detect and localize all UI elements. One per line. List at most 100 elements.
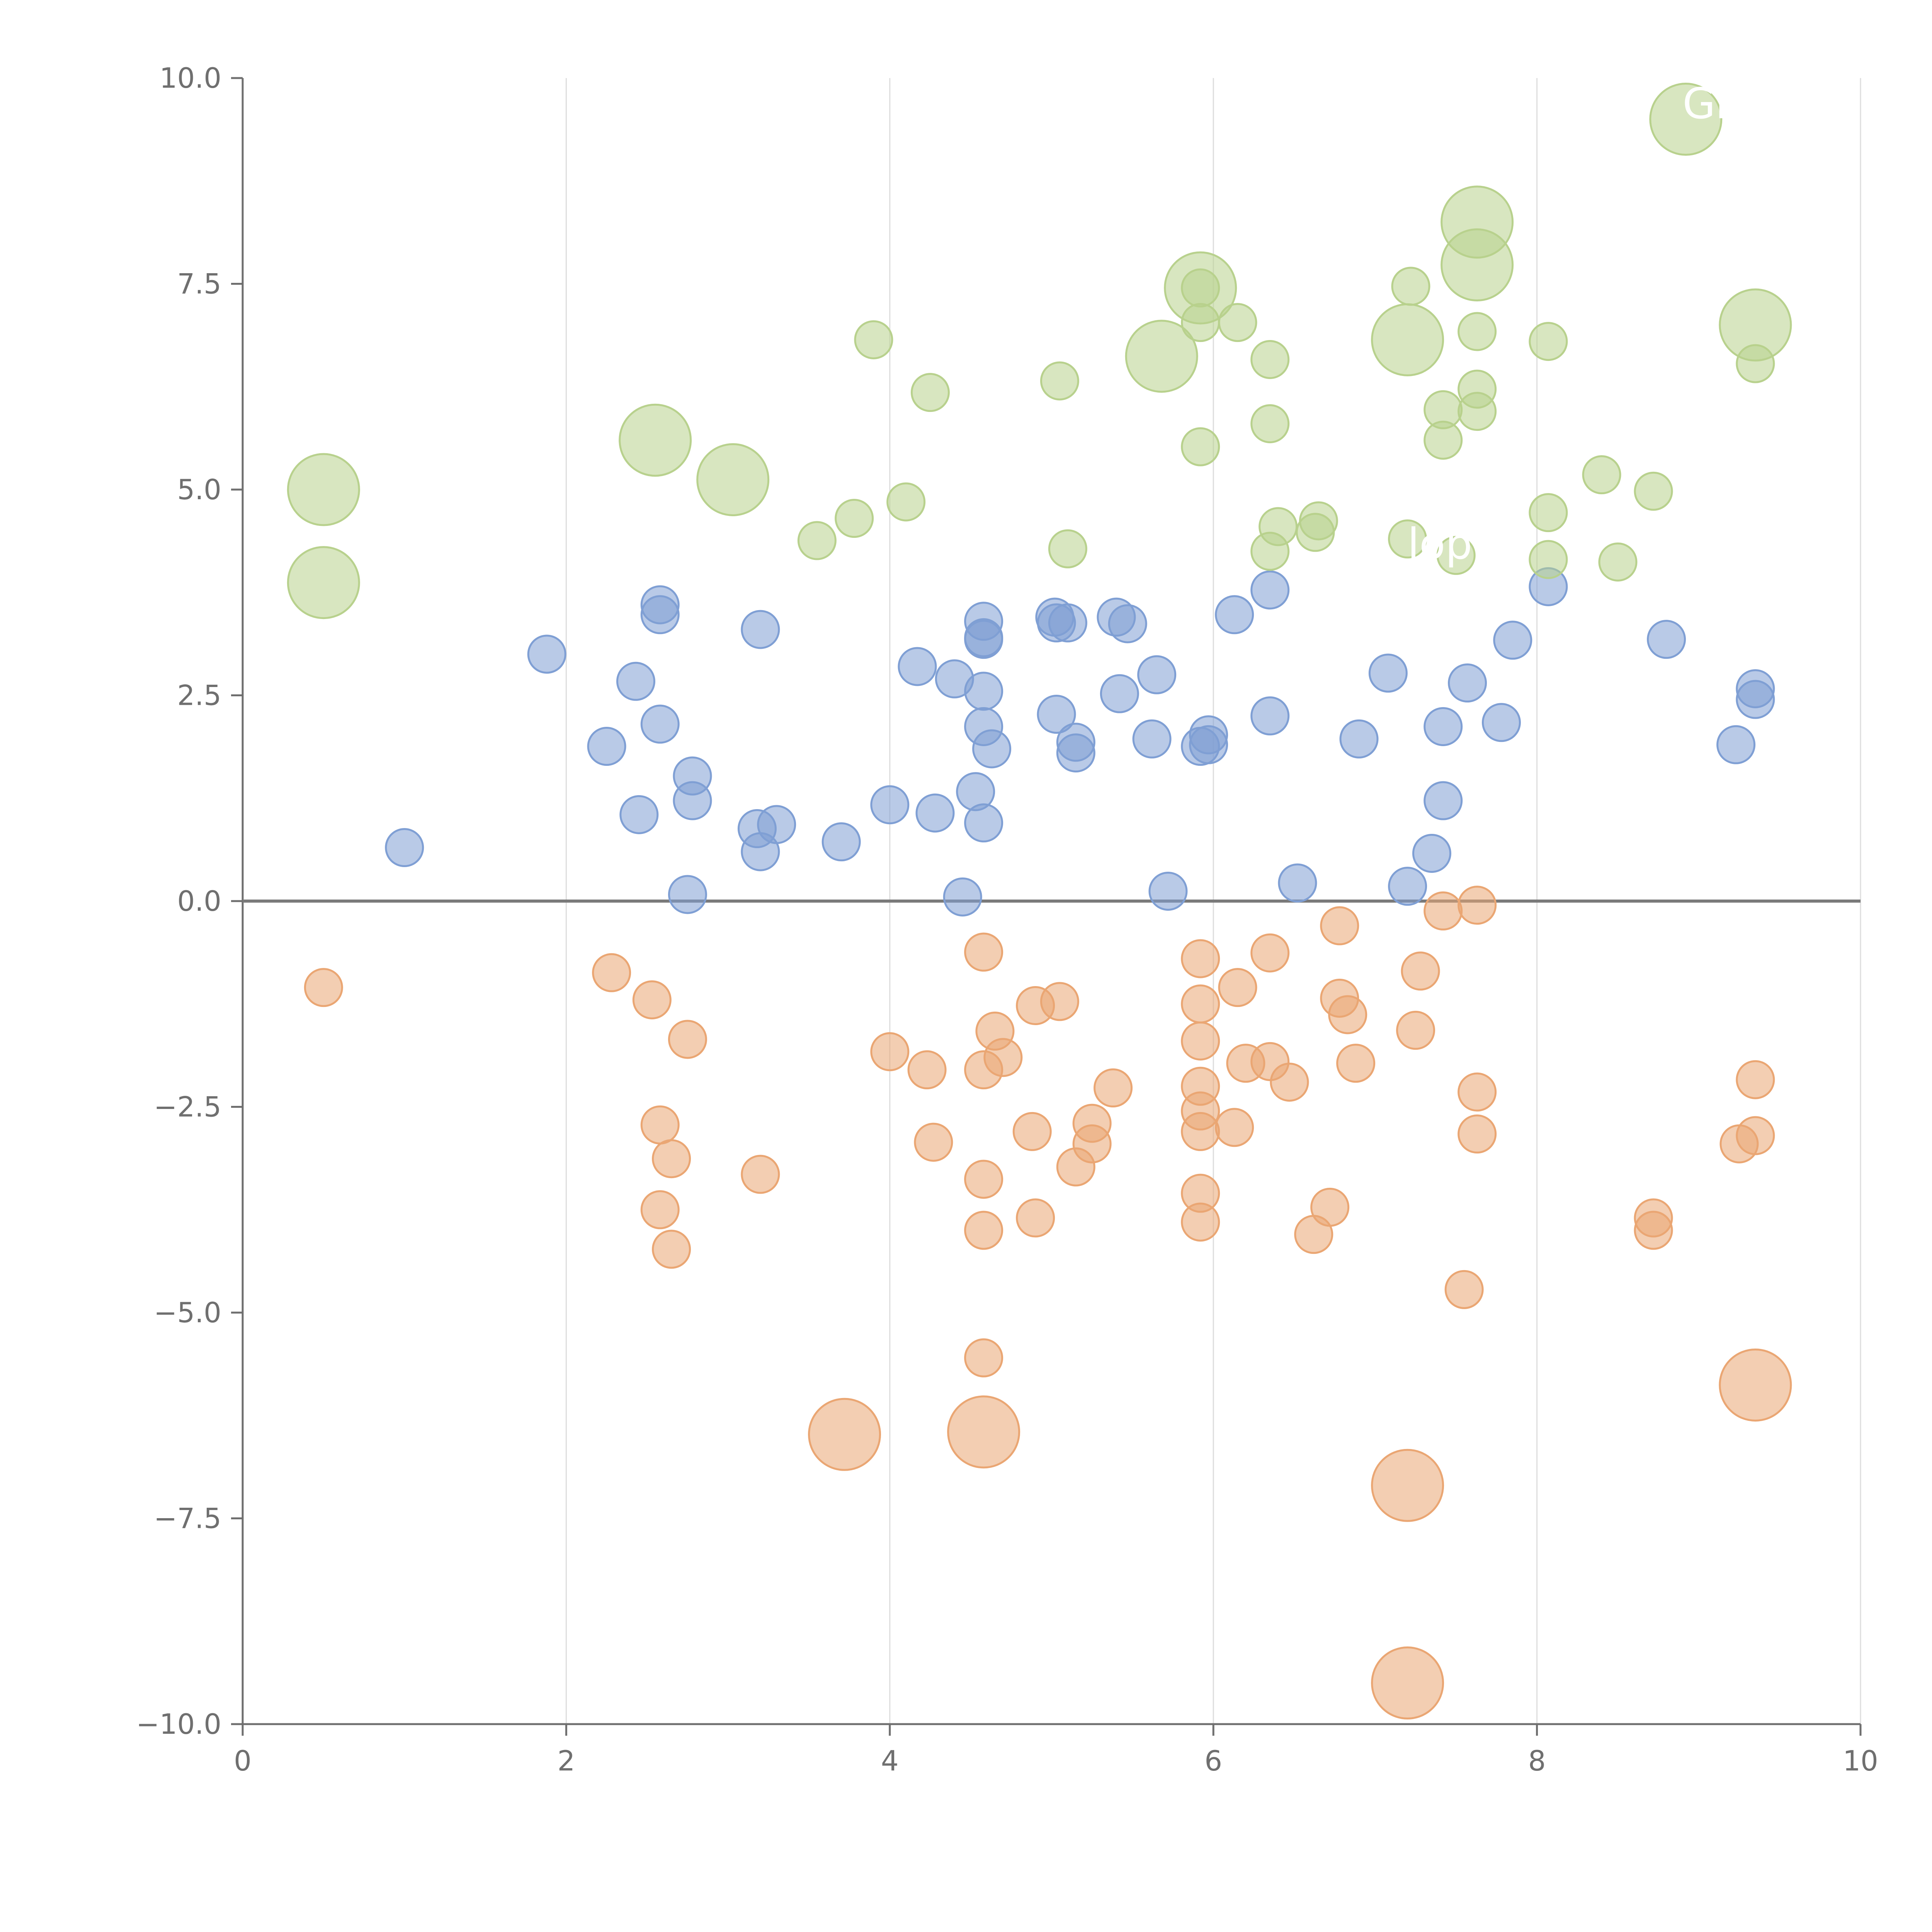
orange-point [870, 1032, 910, 1071]
y-tick-label: −7.5 [154, 1502, 221, 1535]
orange-point [304, 968, 343, 1007]
orange-point [964, 1160, 1003, 1199]
blue-point [870, 785, 910, 825]
orange-point [1719, 1124, 1759, 1163]
green-point [1436, 536, 1476, 575]
green-point [1299, 501, 1338, 541]
green-large-point [1719, 288, 1792, 362]
y-tick-label: 7.5 [177, 268, 221, 300]
orange-point [1218, 968, 1257, 1007]
green-point [1529, 540, 1568, 579]
orange-point [741, 1155, 780, 1194]
y-tick-label: −2.5 [154, 1091, 221, 1123]
orange-point [1294, 1215, 1333, 1254]
blue-point [1388, 867, 1427, 906]
blue-point [1056, 733, 1095, 773]
blue-point [587, 727, 626, 766]
y-tick-label: −10.0 [136, 1708, 221, 1740]
green-point [886, 482, 926, 522]
green-point [1218, 303, 1257, 342]
blue-point [964, 803, 1003, 843]
blue-point [964, 672, 1003, 711]
blue-point [741, 610, 780, 649]
orange-point [1250, 933, 1290, 973]
blue-point [1448, 663, 1487, 703]
blue-point [943, 877, 982, 917]
orange-large-point [1371, 1646, 1444, 1719]
blue-point [972, 729, 1012, 769]
green-point [797, 521, 837, 560]
blue-point [619, 795, 659, 834]
label-layer: Gr lop [1408, 79, 1733, 569]
orange-point [1040, 982, 1079, 1021]
green-large-point [1440, 228, 1514, 302]
green-point [1388, 519, 1427, 559]
green-point [1250, 404, 1290, 444]
orange-point [1056, 1147, 1095, 1187]
blue-point [1189, 725, 1228, 764]
orange-point [1634, 1211, 1673, 1250]
orange-point [1444, 1270, 1484, 1309]
blue-point [1736, 680, 1775, 719]
green-point [1458, 312, 1497, 351]
blue-point [1215, 595, 1254, 634]
y-tick-label: 5.0 [177, 473, 221, 506]
blue-point [1108, 604, 1147, 643]
annotation-label: lop [1408, 519, 1473, 568]
orange-point [640, 1190, 680, 1230]
orange-point [1458, 1072, 1497, 1112]
orange-point [632, 980, 672, 1020]
y-tick-label: 10.0 [160, 62, 221, 94]
orange-point [1328, 995, 1367, 1034]
orange-point [1423, 891, 1463, 931]
green-point [1598, 542, 1638, 582]
blue-point [1250, 570, 1290, 610]
blue-point [1493, 621, 1532, 660]
orange-point [1270, 1063, 1309, 1102]
orange-point [964, 1338, 1003, 1378]
orange-point [1458, 886, 1497, 925]
blue-point [898, 647, 937, 686]
orange-point [1336, 1044, 1376, 1083]
blue-point [757, 805, 796, 844]
blue-point [673, 781, 712, 820]
y-tick-label: −5.0 [154, 1296, 221, 1329]
blue-point [1048, 603, 1087, 643]
orange-point [1736, 1060, 1775, 1099]
green-large-point [287, 546, 360, 619]
orange-point [592, 953, 631, 992]
green-large-point [1371, 303, 1444, 376]
orange-point [1181, 1112, 1220, 1151]
x-tick-label: 6 [1204, 1745, 1222, 1777]
orange-point [640, 1105, 680, 1145]
blue-point [1423, 707, 1463, 746]
blue-point [964, 620, 1003, 659]
blue-point [1250, 696, 1290, 736]
x-tick-label: 8 [1528, 1745, 1546, 1777]
blue-point [385, 828, 424, 867]
green-large-point [287, 453, 360, 526]
y-tick-label: 2.5 [177, 679, 221, 712]
orange-point [907, 1050, 947, 1090]
blue-point [1481, 703, 1521, 742]
axis-layer: 10.0 7.5 5.0 2.5 0.0 −2.5 −5.0 −7.5 −10.0 0 2 4 6 8 10 [136, 62, 1878, 1777]
green-point [1582, 455, 1621, 495]
green-large-point [619, 403, 692, 477]
green-point [1250, 340, 1290, 379]
orange-point [1181, 939, 1220, 978]
blue-point [1423, 781, 1463, 820]
orange-point [668, 1020, 707, 1059]
orange-point [1181, 1202, 1220, 1242]
orange-point [1012, 1112, 1052, 1151]
orange-point [964, 1211, 1003, 1250]
blue-point [1100, 674, 1139, 713]
green-point [1458, 392, 1497, 431]
orange-point [1016, 1198, 1055, 1238]
blue-point [1148, 871, 1188, 911]
green-large-point [1164, 251, 1237, 325]
orange-point [652, 1139, 691, 1179]
orange-point [1458, 1114, 1497, 1154]
annotation-label: Gr [1682, 79, 1733, 128]
blue-point [1716, 725, 1756, 764]
